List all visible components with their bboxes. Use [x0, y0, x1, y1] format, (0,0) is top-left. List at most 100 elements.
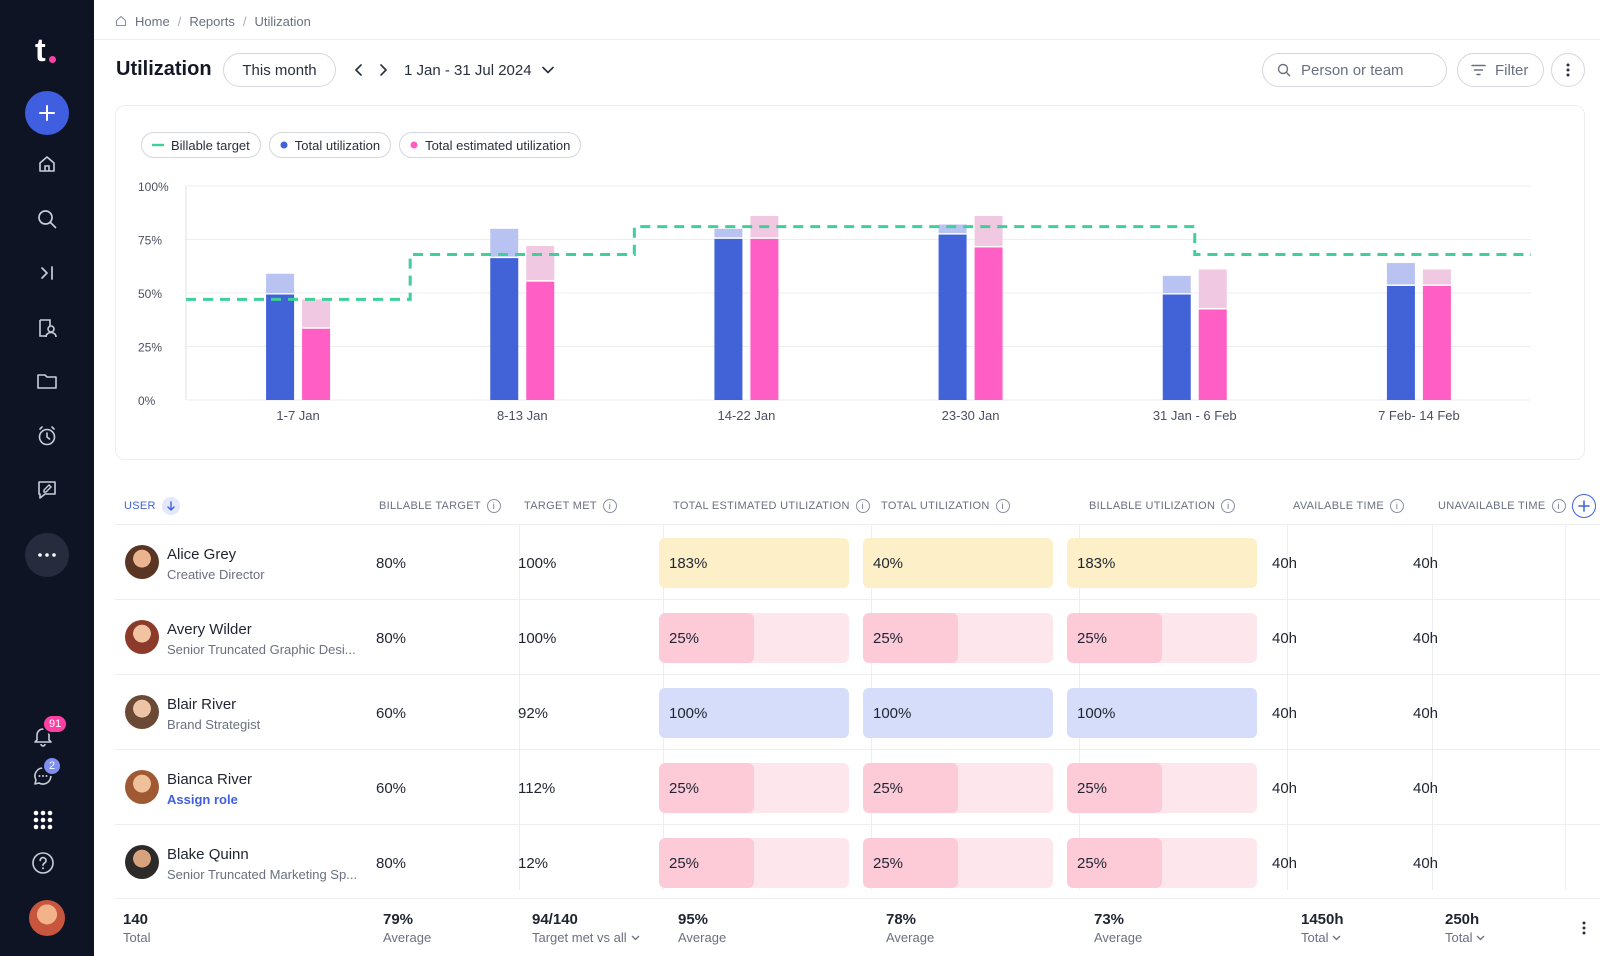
- column-divider: [519, 524, 520, 890]
- nav-search[interactable]: [31, 203, 63, 235]
- utilization-bar-fill: [863, 688, 1053, 738]
- column-header-billable-target[interactable]: BILLABLE TARGET i: [379, 488, 501, 524]
- app-logo[interactable]: t: [35, 34, 65, 68]
- search-field[interactable]: Person or team: [1262, 53, 1447, 87]
- column-header-unavailable-time[interactable]: UNAVAILABLE TIME i: [1438, 488, 1566, 524]
- assign-role-link[interactable]: Assign role: [167, 792, 238, 807]
- nav-people[interactable]: [31, 312, 63, 344]
- info-icon[interactable]: i: [855, 499, 870, 513]
- footer-available-time[interactable]: 1450h Total: [1301, 911, 1344, 945]
- add-button[interactable]: [25, 91, 69, 135]
- chevron-down-icon: [1477, 935, 1485, 940]
- utilization-bar[interactable]: 100%: [659, 688, 849, 738]
- bar-estimate-segment: [526, 245, 555, 281]
- page-options-button[interactable]: [1551, 53, 1585, 87]
- timer-icon: [38, 426, 56, 446]
- utilization-bar[interactable]: 25%: [659, 838, 849, 888]
- nav-home[interactable]: [31, 148, 63, 180]
- y-tick-label: 75%: [138, 234, 162, 248]
- avatar[interactable]: [125, 845, 159, 879]
- table-row[interactable]: Blair River Brand Strategist 60% 92% 100% 100…: [115, 674, 1600, 750]
- info-icon[interactable]: i: [1551, 499, 1566, 513]
- utilization-bar-fill: [1067, 763, 1162, 813]
- utilization-value: 183%: [1077, 554, 1116, 572]
- next-period-button[interactable]: [373, 60, 393, 80]
- footer-options-button[interactable]: [1579, 919, 1589, 937]
- legend-total-estimated[interactable]: Total estimated utilization: [399, 132, 582, 158]
- utilization-value: 25%: [873, 629, 904, 647]
- user-name[interactable]: Blair River: [167, 696, 237, 713]
- footer-target-met[interactable]: 94/140 Target met vs all: [532, 911, 640, 945]
- table-row[interactable]: Alice Grey Creative Director 80% 100% 183% 40…: [115, 524, 1600, 600]
- sort-desc-icon[interactable]: [161, 497, 180, 515]
- more-button[interactable]: [25, 533, 69, 577]
- info-icon[interactable]: i: [602, 499, 617, 513]
- period-button[interactable]: This month: [223, 53, 336, 87]
- nav-projects[interactable]: [31, 365, 63, 397]
- utilization-bar[interactable]: 100%: [863, 688, 1053, 738]
- nav-apps[interactable]: [27, 804, 59, 836]
- column-header-user[interactable]: USER: [124, 488, 180, 524]
- column-header-total-estimated[interactable]: TOTAL ESTIMATED UTILIZATION i: [673, 488, 870, 524]
- footer-label: Average: [886, 930, 935, 945]
- footer-label-text: Total: [1301, 930, 1329, 945]
- header-label: UNAVAILABLE TIME: [1438, 500, 1546, 512]
- utilization-bar[interactable]: 25%: [659, 763, 849, 813]
- add-column-button[interactable]: [1572, 494, 1596, 518]
- utilization-bar[interactable]: 25%: [1067, 613, 1257, 663]
- nav-reports[interactable]: [31, 474, 63, 506]
- avatar[interactable]: [125, 620, 159, 654]
- more-icon: [38, 553, 56, 557]
- nav-timer[interactable]: [31, 420, 63, 452]
- info-icon[interactable]: i: [486, 499, 501, 513]
- user-name[interactable]: Bianca River: [167, 771, 253, 788]
- utilization-bar[interactable]: 40%: [863, 538, 1053, 588]
- user-name[interactable]: Blake Quinn: [167, 846, 249, 863]
- utilization-bar-fill: [659, 838, 754, 888]
- info-icon[interactable]: i: [1390, 499, 1405, 513]
- legend-billable-target[interactable]: Billable target: [141, 132, 261, 158]
- previous-period-button[interactable]: [349, 60, 369, 80]
- chevron-left-icon: [355, 64, 362, 76]
- user-name[interactable]: Avery Wilder: [167, 621, 252, 638]
- avatar[interactable]: [125, 770, 159, 804]
- breadcrumb-reports[interactable]: Reports: [189, 13, 235, 29]
- footer-unavailable-time[interactable]: 250h Total: [1445, 911, 1485, 945]
- utilization-bar[interactable]: 25%: [863, 838, 1053, 888]
- table-row[interactable]: Avery Wilder Senior Truncated Graphic Des…: [115, 599, 1600, 675]
- column-header-billable-utilization[interactable]: BILLABLE UTILIZATION i: [1089, 488, 1236, 524]
- utilization-bar[interactable]: 25%: [659, 613, 849, 663]
- date-range-picker[interactable]: 1 Jan - 31 Jul 2024: [404, 59, 554, 81]
- home-icon: [39, 156, 55, 172]
- user-name[interactable]: Alice Grey: [167, 546, 237, 563]
- utilization-bar[interactable]: 25%: [863, 613, 1053, 663]
- utilization-bar[interactable]: 183%: [659, 538, 849, 588]
- utilization-value: 40%: [873, 554, 904, 572]
- column-divider: [1287, 524, 1288, 890]
- utilization-bar[interactable]: 183%: [1067, 538, 1257, 588]
- legend-total-utilization[interactable]: Total utilization: [268, 132, 392, 158]
- column-header-available-time[interactable]: AVAILABLE TIME i: [1293, 488, 1405, 524]
- table-row[interactable]: Blake Quinn Senior Truncated Marketing Sp…: [115, 824, 1600, 900]
- utilization-bar[interactable]: 25%: [1067, 838, 1257, 888]
- avatar[interactable]: [125, 695, 159, 729]
- utilization-bar[interactable]: 25%: [1067, 763, 1257, 813]
- nav-help[interactable]: [27, 847, 59, 879]
- utilization-bar[interactable]: 100%: [1067, 688, 1257, 738]
- avatar[interactable]: [125, 545, 159, 579]
- utilization-bar[interactable]: 25%: [863, 763, 1053, 813]
- chevron-down-icon: [541, 66, 554, 74]
- user-avatar[interactable]: [29, 900, 65, 936]
- breadcrumb-home[interactable]: Home: [135, 13, 170, 29]
- bar-segment: [526, 281, 555, 400]
- column-header-total-utilization[interactable]: TOTAL UTILIZATION i: [881, 488, 1010, 524]
- utilization-value: 183%: [669, 554, 708, 572]
- info-icon[interactable]: i: [995, 499, 1010, 513]
- utilization-bar-fill: [1067, 688, 1257, 738]
- info-icon[interactable]: i: [1221, 499, 1236, 513]
- table-row[interactable]: Bianca River Assign role 60% 112% 25% 25% 25% 4…: [115, 749, 1600, 825]
- filter-button[interactable]: Filter: [1457, 53, 1544, 87]
- nav-collapse[interactable]: [31, 257, 63, 289]
- column-header-target-met[interactable]: TARGET MET i: [524, 488, 617, 524]
- header-label: TOTAL UTILIZATION: [881, 500, 990, 512]
